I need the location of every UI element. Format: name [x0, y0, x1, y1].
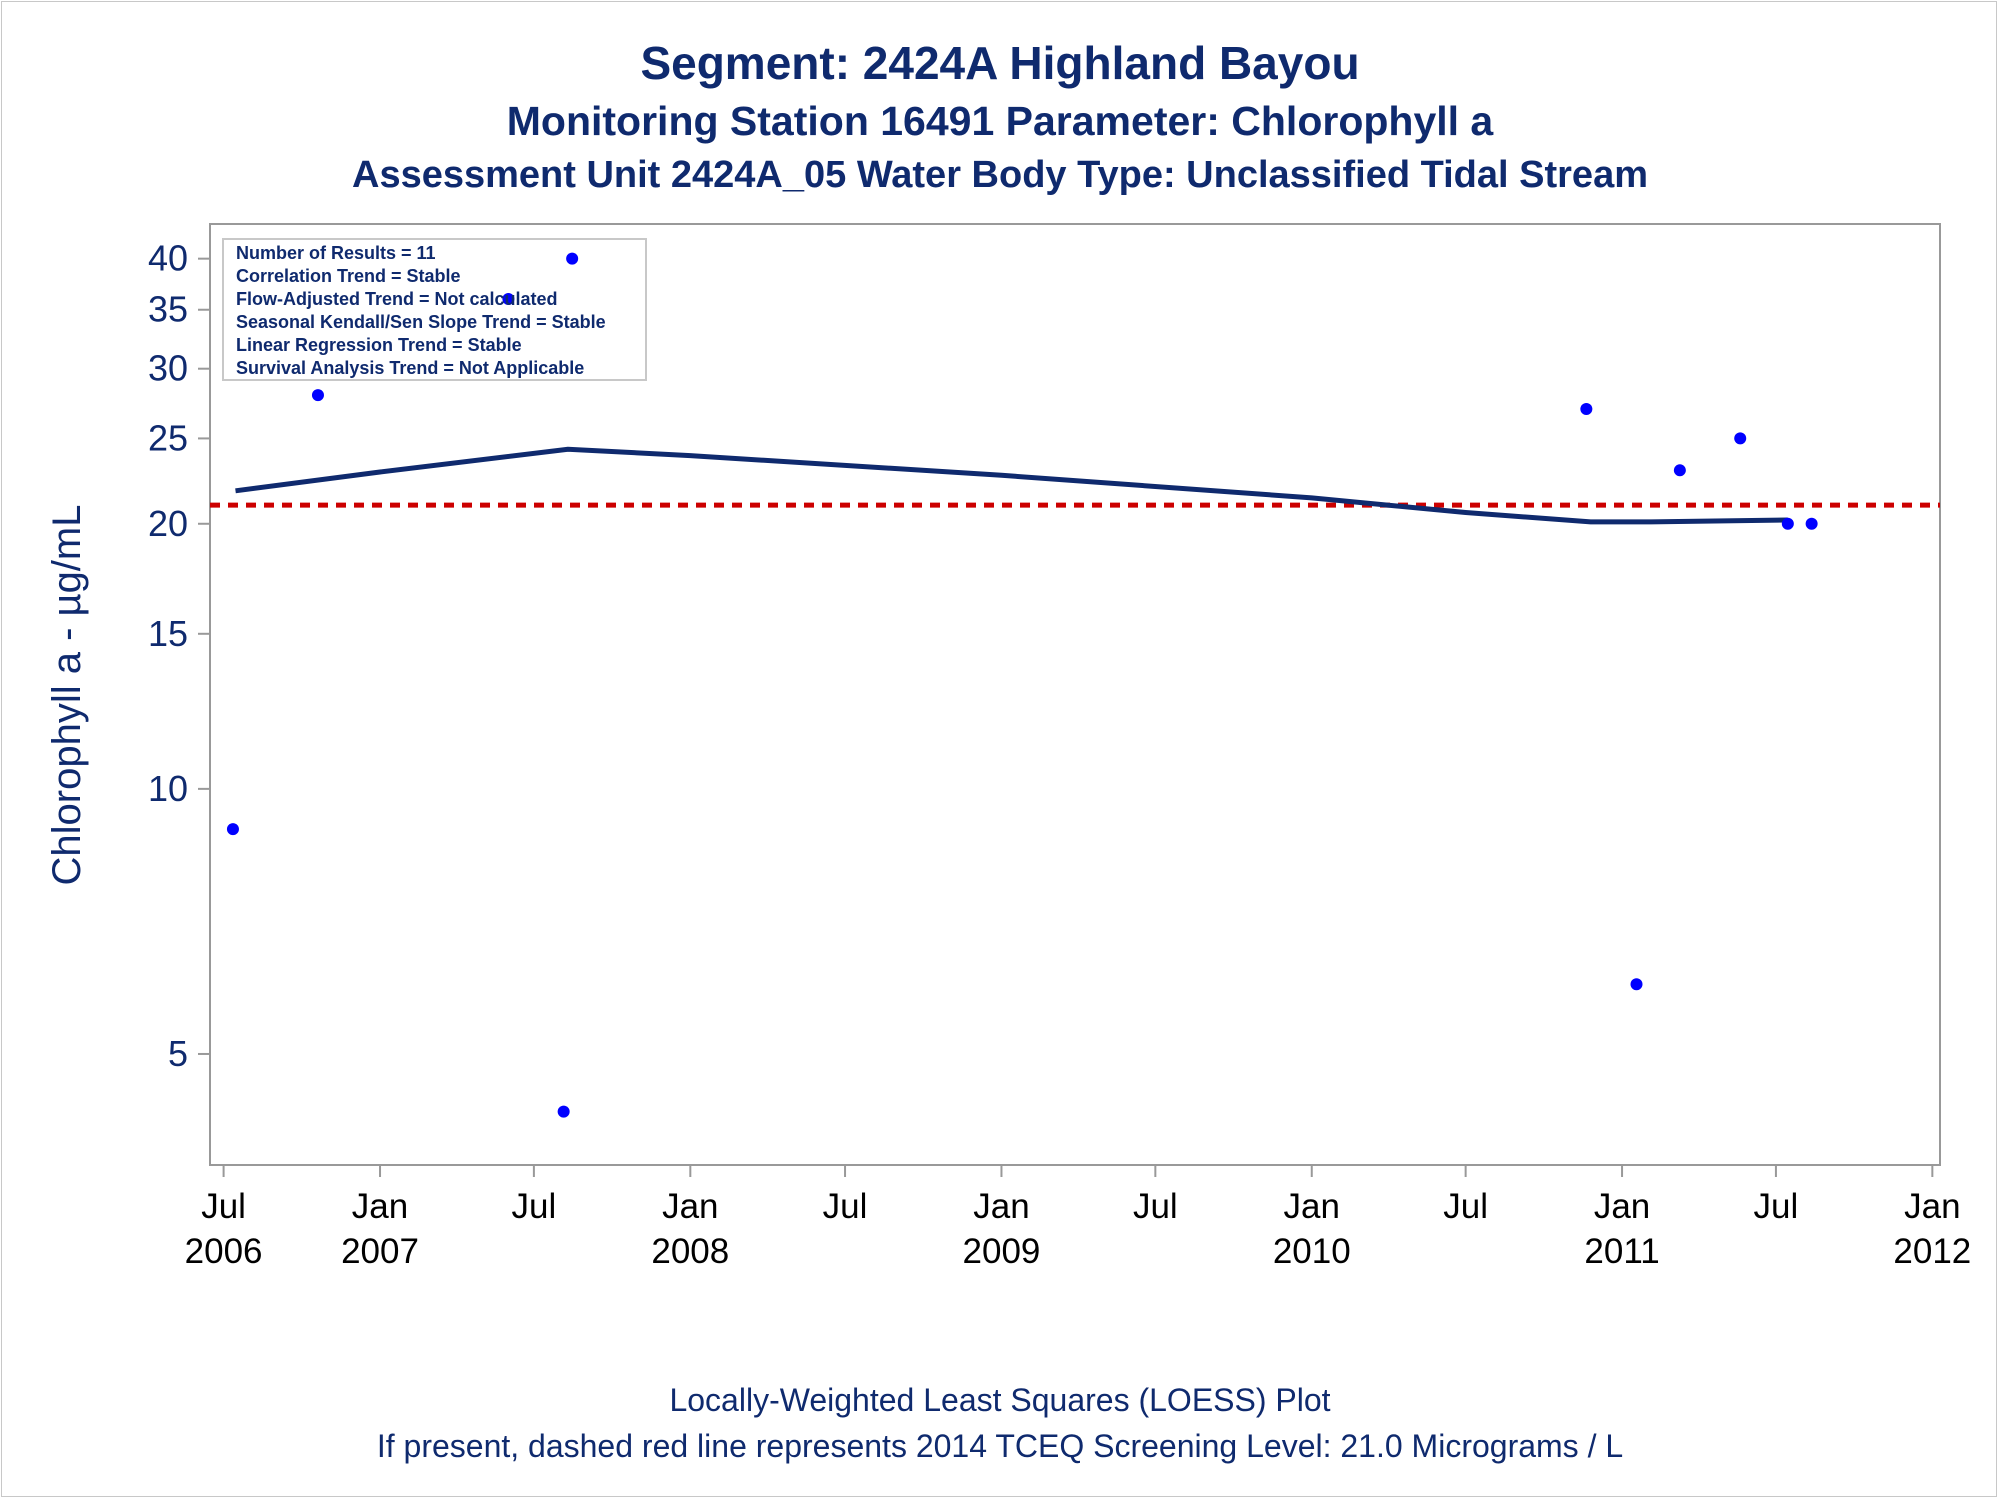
- x-tick-label: Jul: [201, 1187, 246, 1226]
- x-tick-label-year: 2008: [651, 1232, 729, 1271]
- x-tick-label-year: 2009: [963, 1232, 1041, 1271]
- data-point: [1580, 402, 1593, 415]
- y-tick-label: 20: [148, 503, 188, 544]
- data-point: [566, 252, 579, 265]
- footnote-1: Locally-Weighted Least Squares (LOESS) P…: [669, 1382, 1331, 1418]
- footnote-2: If present, dashed red line represents 2…: [376, 1428, 1624, 1464]
- chart-subtitle: Monitoring Station 16491 Parameter: Chlo…: [506, 98, 1494, 144]
- data-point: [557, 1105, 570, 1118]
- data-point: [226, 823, 239, 836]
- stats-line: Seasonal Kendall/Sen Slope Trend = Stabl…: [236, 312, 606, 332]
- y-tick-label: 35: [148, 289, 188, 330]
- y-tick-label: 30: [148, 348, 188, 389]
- y-tick-label: 25: [148, 417, 188, 458]
- data-point: [502, 292, 515, 305]
- data-point: [1734, 432, 1747, 445]
- chart-title: Segment: 2424A Highland Bayou: [640, 37, 1360, 89]
- y-axis-label: Chlorophyll a - µg/mL: [45, 505, 89, 886]
- stats-box: Number of Results = 11 Correlation Trend…: [222, 238, 647, 381]
- x-tick-label: Jul: [512, 1187, 557, 1226]
- x-tick-label-year: 2010: [1273, 1232, 1351, 1271]
- x-tick-label: Jan: [1594, 1187, 1650, 1226]
- x-tick-label-year: 2007: [341, 1232, 419, 1271]
- x-tick-label: Jul: [823, 1187, 868, 1226]
- x-tick-label: Jan: [662, 1187, 718, 1226]
- x-tick-label: Jan: [352, 1187, 408, 1226]
- y-tick-label: 15: [148, 613, 188, 654]
- data-point: [1781, 517, 1794, 530]
- y-tick-label: 5: [168, 1033, 188, 1074]
- x-tick-label-year: 2006: [185, 1232, 263, 1271]
- x-tick-label: Jul: [1133, 1187, 1178, 1226]
- plot-area: [209, 223, 1941, 1166]
- stats-line: Linear Regression Trend = Stable: [236, 335, 522, 355]
- data-points: [226, 252, 1818, 1118]
- y-tick-label: 10: [148, 768, 188, 809]
- x-tick-label: Jul: [1754, 1187, 1799, 1226]
- x-tick-label-year: 2012: [1893, 1232, 1971, 1271]
- data-point: [1805, 517, 1818, 530]
- stats-box-border: [222, 238, 647, 381]
- data-point: [1630, 978, 1643, 991]
- y-axis: 5 10 15 20 25 30 35 40: [148, 238, 210, 1074]
- stats-line: Flow-Adjusted Trend = Not calculated: [236, 289, 558, 309]
- data-point: [1673, 464, 1686, 477]
- x-tick-label-year: 2011: [1584, 1232, 1659, 1271]
- y-tick-label: 40: [148, 238, 188, 279]
- chart-subtitle-2: Assessment Unit 2424A_05 Water Body Type…: [352, 154, 1648, 196]
- x-axis: Jul 2006 Jan 2007 Jul Jan 2008 Jul Jan 2009 Jul Jan…: [185, 1165, 1971, 1271]
- data-point: [311, 389, 324, 402]
- stats-line: Number of Results = 11: [236, 243, 436, 263]
- x-tick-label: Jan: [1904, 1187, 1960, 1226]
- x-tick-label: Jan: [1284, 1187, 1340, 1226]
- x-tick-label: Jul: [1443, 1187, 1488, 1226]
- loess-curve: [235, 446, 1788, 525]
- stats-line: Correlation Trend = Stable: [236, 266, 461, 286]
- stats-line: Survival Analysis Trend = Not Applicable: [236, 358, 584, 378]
- x-tick-label: Jan: [973, 1187, 1029, 1226]
